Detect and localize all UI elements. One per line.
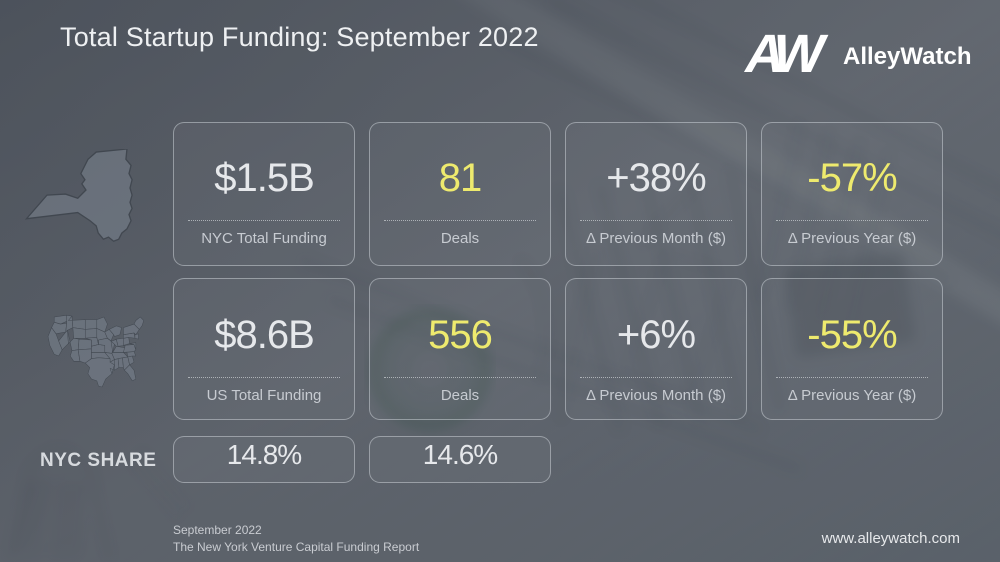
- svg-text:AlleyWatch: AlleyWatch: [843, 43, 971, 70]
